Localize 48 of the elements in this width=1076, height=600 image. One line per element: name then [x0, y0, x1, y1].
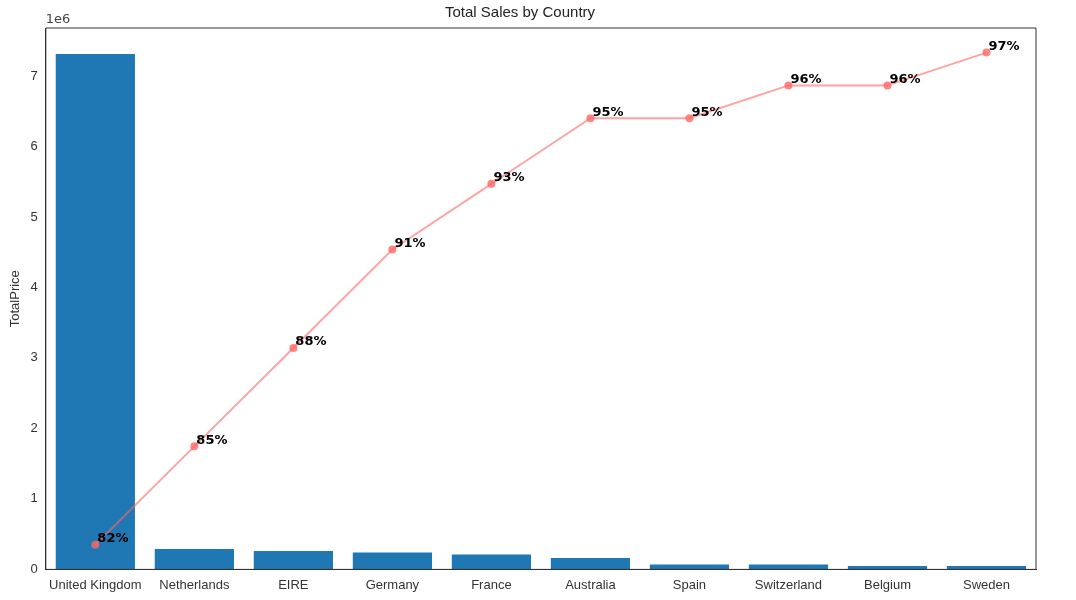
point [685, 114, 694, 123]
data-label: 95% [691, 103, 723, 119]
point [784, 81, 793, 90]
bar [649, 564, 730, 570]
x-tick-label: Sweden [963, 576, 1010, 592]
data-label: 88% [295, 333, 327, 349]
bar [55, 54, 135, 570]
x-tick-label: Netherlands [159, 576, 230, 592]
x-tick-label: EIRE [278, 576, 309, 592]
y-tick-label: 1 [30, 490, 38, 506]
y-tick-label: 5 [30, 208, 38, 224]
point [91, 540, 100, 549]
bar [154, 548, 234, 570]
point [883, 81, 892, 90]
bar [550, 558, 631, 570]
point [289, 343, 298, 352]
data-label: 96% [790, 70, 822, 86]
bar [352, 552, 432, 570]
x-tick-label: Spain [672, 576, 707, 592]
y-tick-label: 2 [30, 419, 38, 435]
y-tick-label: 6 [30, 138, 38, 154]
x-tick-label: Belgium [863, 576, 911, 592]
data-label: 95% [592, 103, 624, 119]
x-tick-label: Australia [565, 576, 617, 592]
x-tick-label: Switzerland [754, 576, 823, 592]
data-label: 93% [493, 169, 525, 185]
y-axis-title: TotalPrice [7, 270, 23, 328]
bar [451, 554, 532, 570]
data-label: 96% [889, 70, 921, 86]
y-tick-label: 4 [30, 279, 38, 294]
point [190, 442, 199, 451]
chart-title: Total Sales by Country [444, 3, 596, 21]
x-tick-label: United Kingdom [49, 576, 142, 592]
data-label: 91% [394, 234, 426, 250]
point [388, 245, 397, 254]
y-tick-label: 3 [30, 349, 38, 365]
bar [748, 564, 829, 570]
x-tick-label: France [471, 576, 512, 592]
point [487, 179, 496, 188]
x-tick-label: Germany [365, 576, 420, 592]
y-tick-label: 7 [30, 67, 38, 83]
point [586, 114, 595, 123]
text: 1e6 [45, 10, 71, 26]
data-label: 85% [196, 431, 228, 447]
point [982, 48, 991, 57]
data-label: 97% [988, 37, 1020, 53]
bar [253, 551, 333, 570]
y-tick-label: 0 [30, 560, 38, 576]
